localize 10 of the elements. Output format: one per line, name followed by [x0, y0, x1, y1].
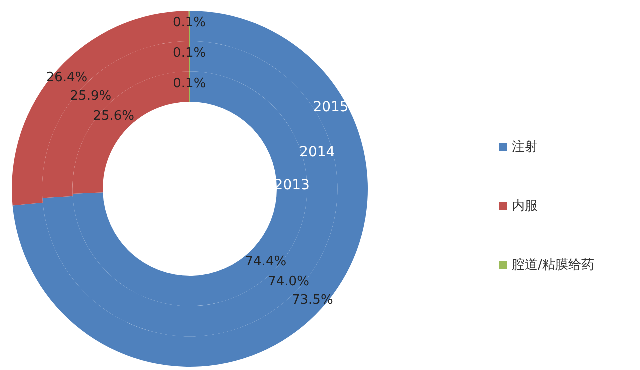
slice-label: 2014	[300, 144, 336, 160]
legend-label: 注射	[512, 140, 538, 155]
slice-label: 2013	[274, 177, 310, 194]
data-label: 25.9%	[70, 89, 112, 104]
slice-label: 2015	[313, 100, 349, 116]
legend-label: 内服	[512, 199, 538, 214]
legend-label: 腔道/粘膜给药	[512, 258, 594, 273]
data-label: 25.6%	[93, 108, 135, 124]
data-label: 74.0%	[268, 274, 310, 290]
data-label: 74.4%	[245, 254, 287, 270]
